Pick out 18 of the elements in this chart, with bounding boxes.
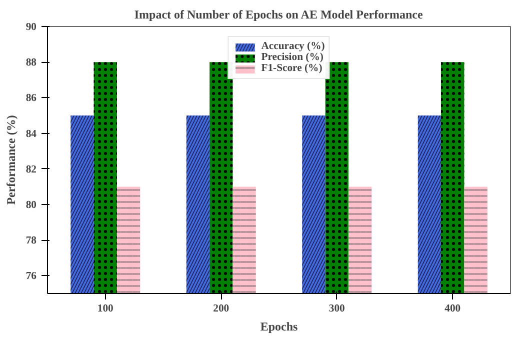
chart-title: Impact of Number of Epochs on AE Model Performance	[134, 8, 424, 22]
x-tick-label: 200	[213, 304, 230, 314]
x-axis-title: Epochs	[260, 320, 298, 334]
y-tick-label: 90	[26, 22, 36, 33]
x-tick-label: 300	[328, 304, 345, 314]
legend-label: F1-Score (%)	[261, 63, 322, 74]
y-tick-label: 82	[26, 164, 36, 176]
y-axis-title: Performance (%)	[4, 115, 18, 205]
x-tick-label: 400	[444, 304, 461, 314]
legend-label: Precision (%)	[261, 52, 324, 63]
y-tick-label: 76	[26, 271, 38, 282]
y-tick-label: 78	[26, 236, 36, 247]
y-tick-label: 86	[26, 93, 38, 104]
x-tick-label: 100	[97, 304, 114, 314]
legend-label: Accuracy (%)	[261, 41, 325, 52]
y-tick-label: 88	[26, 58, 36, 69]
y-tick-label: 80	[26, 200, 36, 211]
y-tick-label: 84	[26, 128, 38, 140]
